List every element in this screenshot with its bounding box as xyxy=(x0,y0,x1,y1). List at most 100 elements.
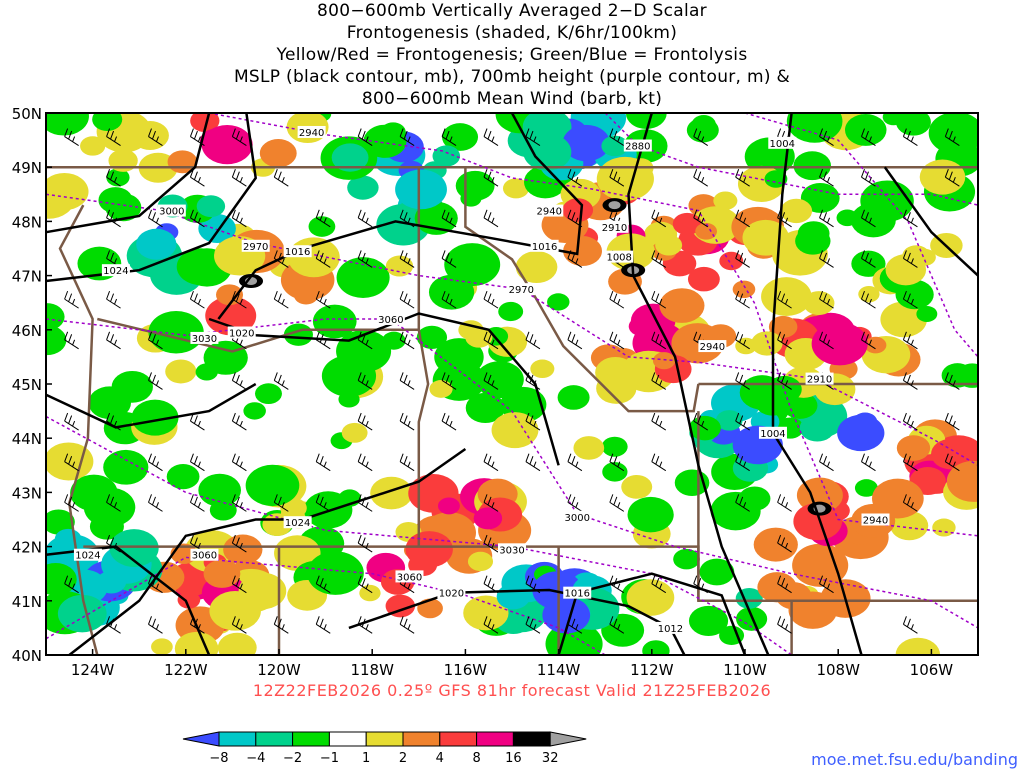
mslp-label: 1008 xyxy=(606,253,631,264)
colorbar-label: −2 xyxy=(283,751,302,766)
wind-barb xyxy=(861,209,876,228)
lat-label: 48N xyxy=(12,213,42,231)
colorbar-arrow-high xyxy=(549,731,587,747)
shading-cell xyxy=(621,474,653,499)
wind-barb xyxy=(148,128,163,146)
lat-label: 42N xyxy=(12,539,42,557)
lat-label: 40N xyxy=(12,647,42,665)
shading-cell xyxy=(803,291,835,316)
shading-cell xyxy=(54,528,82,550)
wind-barb xyxy=(902,331,918,350)
state-border xyxy=(97,167,421,353)
height-label: 3030 xyxy=(499,545,524,556)
shading-cell xyxy=(751,331,783,356)
shading-cell xyxy=(515,251,558,284)
wind-barb xyxy=(189,616,205,634)
shading-cell xyxy=(88,386,132,420)
wind-barb xyxy=(273,616,289,634)
shading-cell xyxy=(106,168,130,187)
shading-cell xyxy=(209,591,261,631)
wind-barb xyxy=(609,616,625,634)
wind-barb xyxy=(189,290,205,309)
wind-barb xyxy=(902,128,918,146)
shading-cell xyxy=(465,392,505,423)
wind-barb xyxy=(441,372,457,390)
wind-barb xyxy=(735,494,750,512)
wind-barb xyxy=(735,331,750,350)
shading-cell xyxy=(198,214,236,243)
wind-barb xyxy=(64,128,79,146)
wind-barb xyxy=(231,453,247,472)
wind-barb xyxy=(651,575,667,594)
shading-cell xyxy=(89,513,124,540)
wind-barb xyxy=(567,250,583,268)
colorbar-label: 1 xyxy=(362,751,370,766)
shading-cell xyxy=(444,243,501,287)
shading-cell xyxy=(57,594,107,633)
shading-cell xyxy=(46,113,89,136)
wind-barb xyxy=(651,209,667,228)
colorbar-swatch xyxy=(255,731,294,747)
wind-barb xyxy=(231,209,247,228)
mslp-contour xyxy=(45,112,211,234)
shading-cell xyxy=(203,559,241,588)
shading-cell xyxy=(201,124,253,165)
shading-cell xyxy=(429,380,453,398)
shading-cell xyxy=(416,325,448,349)
wind-barb xyxy=(483,128,499,146)
wind-barb xyxy=(106,534,121,553)
mslp-label-bg xyxy=(656,621,685,634)
mslp-label: 1024 xyxy=(75,551,100,562)
wind-barb xyxy=(315,250,331,268)
wind-barb xyxy=(483,331,499,350)
wind-barb xyxy=(273,372,289,390)
credit-link[interactable]: moe.met.fsu.edu/banding xyxy=(811,750,1018,769)
shading-cell xyxy=(136,228,177,260)
wind-barb xyxy=(231,128,247,146)
shading-cell xyxy=(108,149,138,172)
shading-cell xyxy=(190,113,220,133)
wind-barb xyxy=(64,575,79,594)
mslp-label-bg xyxy=(101,264,130,277)
wind-barb xyxy=(483,453,499,472)
wind-barb xyxy=(861,290,876,309)
height-label: 2880 xyxy=(625,142,650,153)
lon-label: 118W xyxy=(350,661,394,679)
shading-cell xyxy=(639,332,663,351)
wind-barb xyxy=(357,616,373,634)
shading-cell xyxy=(148,310,204,354)
wind-barb xyxy=(189,494,205,512)
shading-cell xyxy=(103,449,149,485)
height-label-bg xyxy=(190,548,219,561)
shading-cell xyxy=(463,595,509,631)
wind-barb xyxy=(357,412,373,431)
wind-barb xyxy=(944,168,960,187)
wind-barb xyxy=(315,616,331,634)
wind-barb xyxy=(902,412,918,431)
shading-cell xyxy=(460,190,482,207)
wind-barb xyxy=(944,453,960,472)
wind-barb xyxy=(609,453,625,472)
wind-barb xyxy=(64,453,79,472)
shading-cell xyxy=(46,509,75,535)
wind-barb xyxy=(944,128,960,146)
shading-cell xyxy=(715,410,743,431)
wind-barb xyxy=(651,453,667,472)
shading-cell xyxy=(695,222,717,240)
wind-barb xyxy=(399,412,415,431)
shading-cell xyxy=(608,201,621,210)
wind-barb xyxy=(525,453,541,472)
wind-barb xyxy=(231,168,247,187)
mslp-label-bg xyxy=(283,245,312,258)
wind-barb xyxy=(567,494,583,512)
wind-barb xyxy=(441,128,457,146)
shading-cell xyxy=(380,122,406,142)
shading-cell xyxy=(742,219,789,256)
wind-barb xyxy=(64,331,79,350)
shading-cell xyxy=(895,113,931,136)
wind-barb xyxy=(189,412,205,431)
title-line-5: 800−600mb Mean Wind (barb, kt) xyxy=(361,89,663,109)
shading-cell xyxy=(673,548,700,570)
wind-barb xyxy=(693,128,708,146)
wind-barb xyxy=(483,575,499,594)
